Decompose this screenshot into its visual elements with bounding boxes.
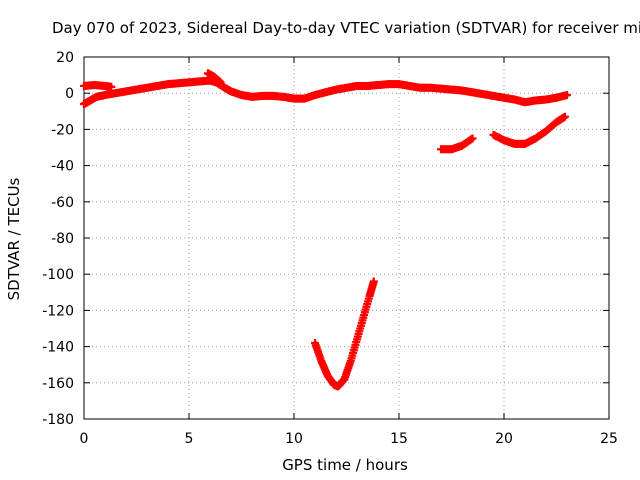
data-point (369, 277, 378, 286)
y-tick-label: -80 (51, 231, 74, 247)
y-tick-label: -180 (42, 412, 74, 428)
y-tick-label: -100 (42, 267, 74, 283)
data-point (107, 82, 116, 91)
y-tick-label: -40 (51, 159, 74, 175)
data-point (468, 134, 477, 143)
series-early-segment (80, 81, 116, 91)
chart-title: Day 070 of 2023, Sidereal Day-to-day VTE… (52, 19, 640, 37)
x-tick-label: 10 (285, 431, 303, 447)
y-axis-label: SDTVAR / TECUs (5, 177, 23, 300)
axis-ticks: 0 5 10 15 20 25 -180 -160 -140 -120 -100 -80 -60 -40 -… (42, 50, 618, 447)
data-point (563, 91, 571, 100)
y-tick-label: 20 (56, 50, 74, 66)
series-segment-20h (489, 112, 569, 148)
x-tick-label: 25 (600, 431, 618, 447)
data-point (216, 78, 225, 87)
series-segment-17h (437, 134, 477, 154)
series-main-track (80, 76, 571, 109)
x-tick-label: 0 (80, 431, 89, 447)
series-bump-6h (203, 69, 225, 87)
data-point (560, 112, 569, 121)
x-tick-label: 5 (185, 431, 194, 447)
x-axis-label: GPS time / hours (282, 456, 408, 474)
y-tick-label: -120 (42, 303, 74, 319)
y-tick-label: -60 (51, 195, 74, 211)
data-marks (80, 69, 571, 391)
series-dip-12h (311, 277, 378, 391)
x-tick-label: 15 (390, 431, 408, 447)
y-tick-label: 0 (65, 86, 74, 102)
y-tick-label: -20 (51, 122, 74, 138)
y-tick-label: -160 (42, 376, 74, 392)
x-tick-label: 20 (495, 431, 513, 447)
y-tick-label: -140 (42, 340, 74, 356)
grid (84, 57, 609, 419)
